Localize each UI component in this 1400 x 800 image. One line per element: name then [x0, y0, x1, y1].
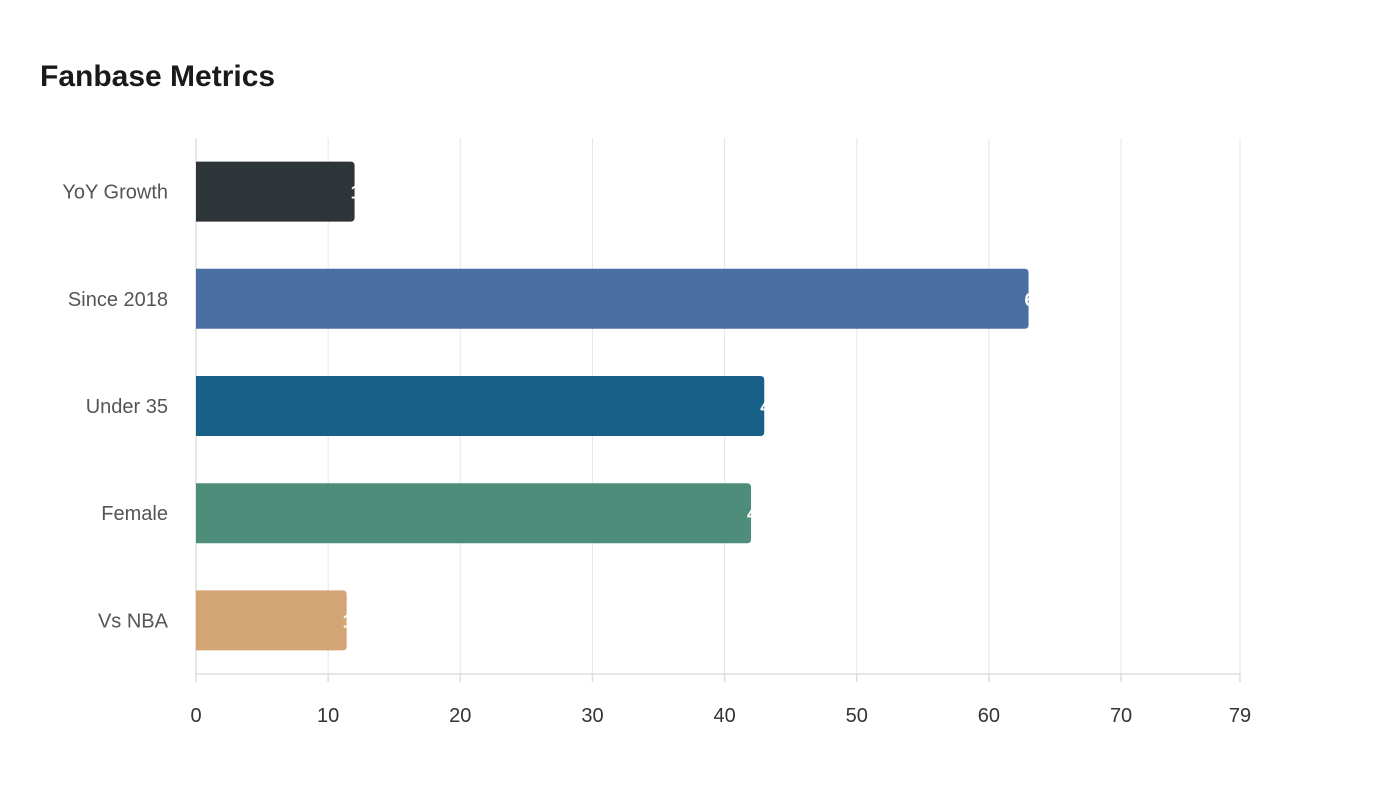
x-tick-label: 0 [190, 705, 201, 727]
x-tick-label: 30 [581, 705, 603, 727]
value-label: 43 [760, 397, 780, 417]
x-tick-label: 10 [317, 705, 339, 727]
value-label: 12 [351, 183, 371, 203]
value-label: 42 [747, 504, 767, 524]
x-tick-label: 20 [449, 705, 471, 727]
x-tick-label: 79 [1229, 705, 1251, 727]
bar [196, 483, 752, 544]
category-label: Female [101, 503, 168, 525]
x-tick-label: 70 [1110, 705, 1132, 727]
category-label: Since 2018 [68, 289, 168, 311]
x-tick-label: 60 [978, 705, 1000, 727]
category-label: Under 35 [86, 396, 168, 418]
bar [196, 590, 347, 651]
value-label: 63 [1025, 290, 1045, 310]
category-label: Vs NBA [98, 610, 169, 632]
bar [196, 268, 1029, 329]
bar [196, 376, 765, 436]
value-label: 11.4 [343, 611, 377, 631]
bar [196, 161, 355, 222]
x-tick-label: 40 [713, 705, 735, 727]
category-label: YoY Growth [62, 182, 168, 204]
chart-title: Fanbase Metrics [40, 60, 276, 93]
x-tick-label: 50 [846, 705, 868, 727]
